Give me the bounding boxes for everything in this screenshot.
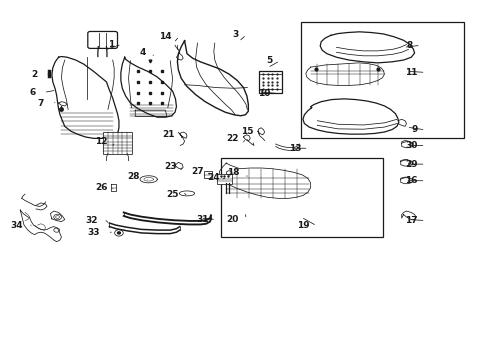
Text: 27: 27 (191, 167, 203, 176)
Text: 20: 20 (226, 215, 238, 224)
Text: 10: 10 (258, 89, 270, 98)
Text: 33: 33 (87, 228, 100, 237)
Bar (203, 171, 212, 178)
Bar (221, 158, 382, 237)
Text: 19: 19 (296, 221, 308, 230)
Text: 12: 12 (95, 138, 108, 147)
Text: 16: 16 (405, 176, 417, 185)
Text: 13: 13 (288, 144, 301, 153)
Text: 9: 9 (411, 125, 417, 134)
Text: 18: 18 (227, 168, 239, 177)
Text: 7: 7 (38, 99, 44, 108)
Bar (258, 71, 281, 93)
Text: 31: 31 (196, 215, 208, 224)
Text: 1: 1 (108, 40, 114, 49)
Bar (216, 174, 232, 184)
Text: 6: 6 (30, 88, 36, 97)
Text: 28: 28 (127, 172, 140, 181)
Text: 26: 26 (95, 183, 108, 192)
Text: 21: 21 (162, 130, 175, 139)
Text: 15: 15 (240, 127, 253, 136)
Text: 30: 30 (405, 141, 417, 150)
Text: 3: 3 (232, 30, 238, 39)
Text: 24: 24 (206, 173, 219, 182)
Text: 34: 34 (10, 221, 23, 230)
Circle shape (117, 232, 120, 234)
Bar (301, 22, 463, 138)
Text: 29: 29 (405, 159, 417, 168)
Text: 4: 4 (140, 48, 146, 57)
Text: 11: 11 (405, 68, 417, 77)
Text: 8: 8 (406, 41, 412, 50)
FancyBboxPatch shape (88, 31, 117, 48)
Ellipse shape (179, 191, 194, 196)
Text: 23: 23 (163, 162, 176, 171)
Text: 14: 14 (159, 32, 171, 41)
Text: 22: 22 (226, 134, 238, 143)
Text: 2: 2 (31, 70, 38, 79)
Text: 32: 32 (86, 216, 98, 225)
Bar (103, 132, 132, 154)
Text: 17: 17 (405, 216, 417, 225)
Text: 25: 25 (165, 190, 178, 199)
Text: 5: 5 (265, 56, 272, 65)
